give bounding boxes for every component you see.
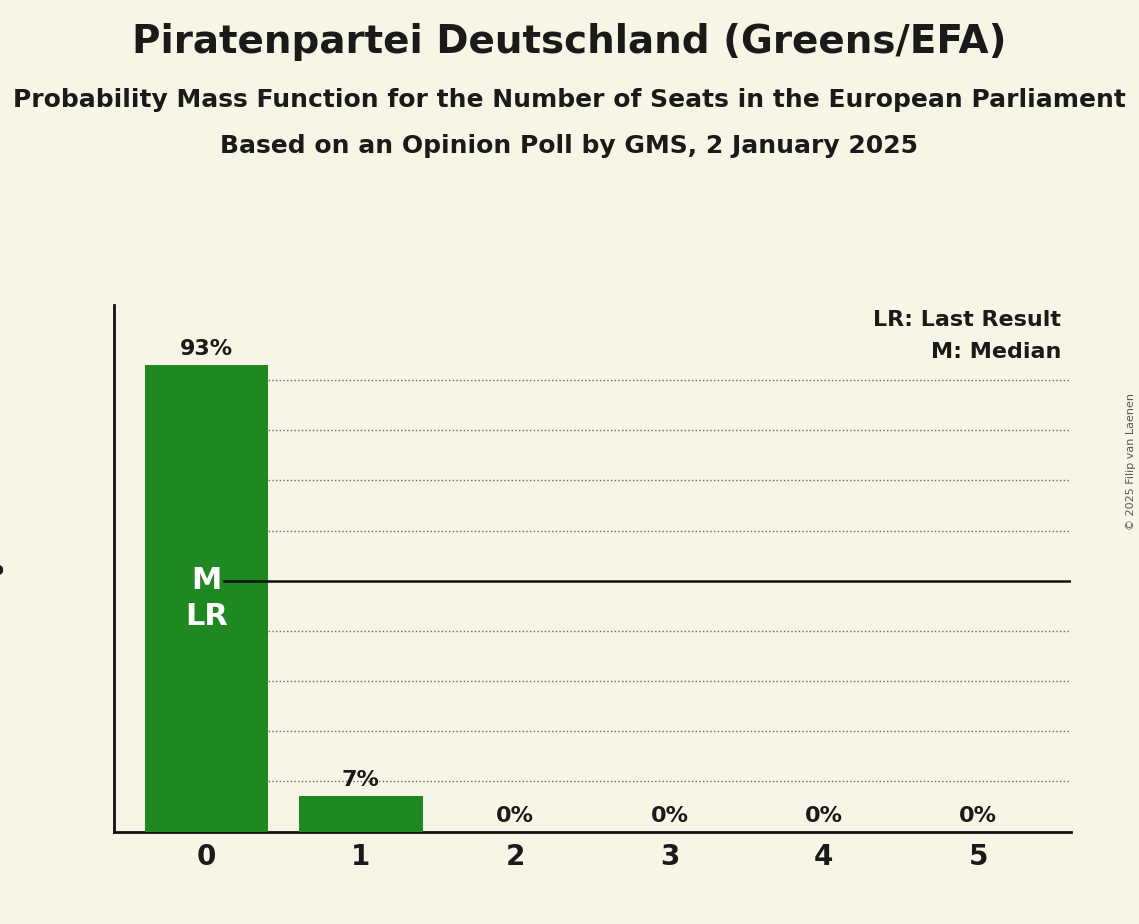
Text: M
LR: M LR <box>185 565 228 631</box>
Text: M: Median: M: Median <box>931 342 1062 362</box>
Text: 0%: 0% <box>959 806 997 825</box>
Bar <box>300 796 423 832</box>
Text: 50%: 50% <box>0 556 3 580</box>
Text: Based on an Opinion Poll by GMS, 2 January 2025: Based on an Opinion Poll by GMS, 2 Janua… <box>221 134 918 158</box>
Text: 7%: 7% <box>342 771 379 790</box>
Text: © 2025 Filip van Laenen: © 2025 Filip van Laenen <box>1126 394 1136 530</box>
Text: 0%: 0% <box>650 806 688 825</box>
Text: 93%: 93% <box>180 339 233 359</box>
Text: Probability Mass Function for the Number of Seats in the European Parliament: Probability Mass Function for the Number… <box>13 88 1126 112</box>
Text: 0%: 0% <box>497 806 534 825</box>
Text: Piratenpartei Deutschland (Greens/EFA): Piratenpartei Deutschland (Greens/EFA) <box>132 23 1007 61</box>
Text: 0%: 0% <box>805 806 843 825</box>
Bar <box>145 365 268 832</box>
Text: LR: Last Result: LR: Last Result <box>874 310 1062 330</box>
